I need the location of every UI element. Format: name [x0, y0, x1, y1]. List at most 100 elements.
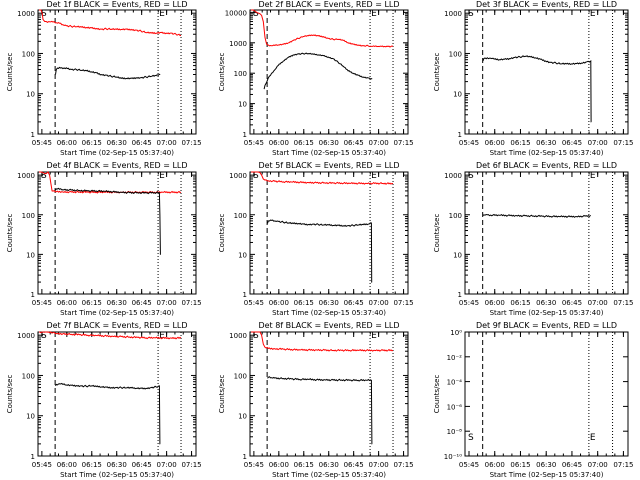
y-tick-label: 10 [238, 413, 247, 421]
y-tick-label: 10⁻⁸ [447, 428, 463, 436]
start-marker-label: S [468, 433, 474, 443]
x-axis-label: Start Time (02-Sep-15 05:37:40) [272, 471, 386, 479]
y-tick-label: 100 [234, 212, 247, 220]
end-marker-label: E [159, 9, 165, 19]
y-tick-label: 100 [449, 212, 462, 220]
x-tick-label: 06:45 [132, 461, 152, 469]
start-marker-label: S [468, 171, 474, 181]
y-tick-label: 1000 [17, 332, 35, 340]
start-marker-label: S [468, 9, 474, 19]
x-tick-label: 06:15 [82, 299, 102, 307]
x-tick-label: 05:45 [32, 299, 52, 307]
events-series-line [263, 52, 373, 90]
y-tick-label: 1000 [17, 10, 35, 18]
x-tick-label: 07:00 [369, 299, 389, 307]
x-tick-label: 06:45 [132, 139, 152, 147]
x-tick-label: 07:00 [588, 139, 608, 147]
x-tick-label: 06:00 [269, 299, 289, 307]
chart-title: Det 7f BLACK = Events, RED = LLD [46, 321, 187, 330]
x-tick-label: 06:30 [319, 299, 339, 307]
x-tick-label: 05:45 [459, 461, 479, 469]
y-axis-label: Counts/sec [433, 375, 441, 414]
y-tick-label: 1 [31, 453, 35, 461]
y-axis-label: Counts/sec [433, 53, 441, 92]
chart-title: Det 1f BLACK = Events, RED = LLD [46, 0, 187, 9]
x-tick-label: 06:30 [536, 139, 556, 147]
plot-frame [464, 171, 629, 295]
y-tick-label: 10⁰ [450, 329, 462, 337]
x-tick-label: 06:45 [344, 139, 364, 147]
x-tick-label: 06:45 [344, 299, 364, 307]
y-axis-label: Counts/sec [218, 53, 226, 92]
y-tick-label: 10 [238, 251, 247, 259]
x-tick-label: 07:15 [181, 461, 201, 469]
y-tick-label: 10000 [225, 9, 247, 17]
x-tick-label: 06:15 [510, 299, 530, 307]
x-tick-label: 06:00 [57, 461, 77, 469]
x-tick-label: 07:15 [181, 299, 201, 307]
events-series-line [267, 376, 373, 445]
y-tick-label: 1 [243, 291, 247, 299]
x-tick-label: 07:00 [157, 461, 177, 469]
y-tick-label: 1 [31, 131, 35, 139]
events-series-line [55, 187, 161, 255]
y-tick-label: 10⁻⁴ [447, 379, 463, 387]
x-tick-label: 06:45 [344, 461, 364, 469]
events-series-line [267, 219, 373, 283]
end-marker-label: E [371, 9, 377, 19]
chart-title: Det 8f BLACK = Events, RED = LLD [258, 321, 399, 330]
y-tick-label: 1 [243, 453, 247, 461]
chart-panel-6: Det 6f BLACK = Events, RED = LLD 1 10 100 10… [433, 161, 634, 317]
plot-frame [464, 9, 629, 135]
chart-title: Det 6f BLACK = Events, RED = LLD [476, 161, 617, 170]
y-tick-label: 10 [26, 413, 35, 421]
x-tick-label: 06:30 [107, 461, 127, 469]
x-tick-label: 07:00 [588, 299, 608, 307]
events-series-line [482, 55, 592, 123]
chart-panel-1: Det 1f BLACK = Events, RED = LLD 1 10 100 10… [6, 0, 202, 157]
chart-title: Det 4f BLACK = Events, RED = LLD [46, 161, 187, 170]
chart-panel-5: Det 5f BLACK = Events, RED = LLD 1 10 100 10… [218, 161, 414, 317]
x-tick-label: 05:45 [244, 139, 264, 147]
chart-panel-8: Det 8f BLACK = Events, RED = LLD 1 10 100 10… [218, 321, 414, 479]
chart-title: Det 2f BLACK = Events, RED = LLD [258, 0, 399, 9]
y-axis-label: Counts/sec [6, 375, 14, 414]
y-axis-label: Counts/sec [433, 214, 441, 253]
y-tick-label: 100 [22, 50, 35, 58]
y-tick-label: 1000 [444, 172, 462, 180]
x-tick-label: 06:45 [562, 299, 582, 307]
x-tick-label: 06:00 [485, 139, 505, 147]
x-tick-label: 07:00 [369, 461, 389, 469]
x-tick-label: 06:45 [132, 299, 152, 307]
y-tick-label: 100 [449, 50, 462, 58]
y-tick-label: 1000 [17, 172, 35, 180]
y-tick-label: 10 [453, 91, 462, 99]
x-tick-label: 06:15 [294, 299, 314, 307]
x-axis-label: Start Time (02-Sep-15 05:37:40) [272, 309, 386, 317]
y-tick-label: 100 [22, 212, 35, 220]
x-tick-label: 06:30 [107, 299, 127, 307]
x-axis-label: Start Time (02-Sep-15 05:37:40) [60, 471, 174, 479]
x-tick-label: 05:45 [459, 139, 479, 147]
end-marker-label: E [371, 331, 377, 341]
x-tick-label: 07:15 [613, 461, 633, 469]
end-marker-label: E [159, 331, 165, 341]
x-tick-label: 06:30 [319, 139, 339, 147]
end-marker-label: E [159, 171, 165, 181]
x-tick-label: 06:15 [510, 461, 530, 469]
x-tick-label: 07:15 [393, 139, 413, 147]
plot-frame [37, 331, 197, 457]
y-tick-label: 10 [238, 101, 247, 109]
x-tick-label: 05:45 [244, 461, 264, 469]
start-marker-label: S [253, 9, 259, 19]
lld-series-line [251, 331, 394, 352]
x-axis-label: Start Time (02-Sep-15 05:37:40) [490, 309, 604, 317]
x-axis-label: Start Time (02-Sep-15 05:37:40) [60, 149, 174, 157]
x-tick-label: 06:15 [82, 461, 102, 469]
y-tick-label: 100 [234, 372, 247, 380]
end-marker-label: E [590, 9, 596, 19]
plot-frame [464, 331, 629, 457]
x-tick-label: 07:00 [157, 299, 177, 307]
x-tick-label: 05:45 [32, 461, 52, 469]
